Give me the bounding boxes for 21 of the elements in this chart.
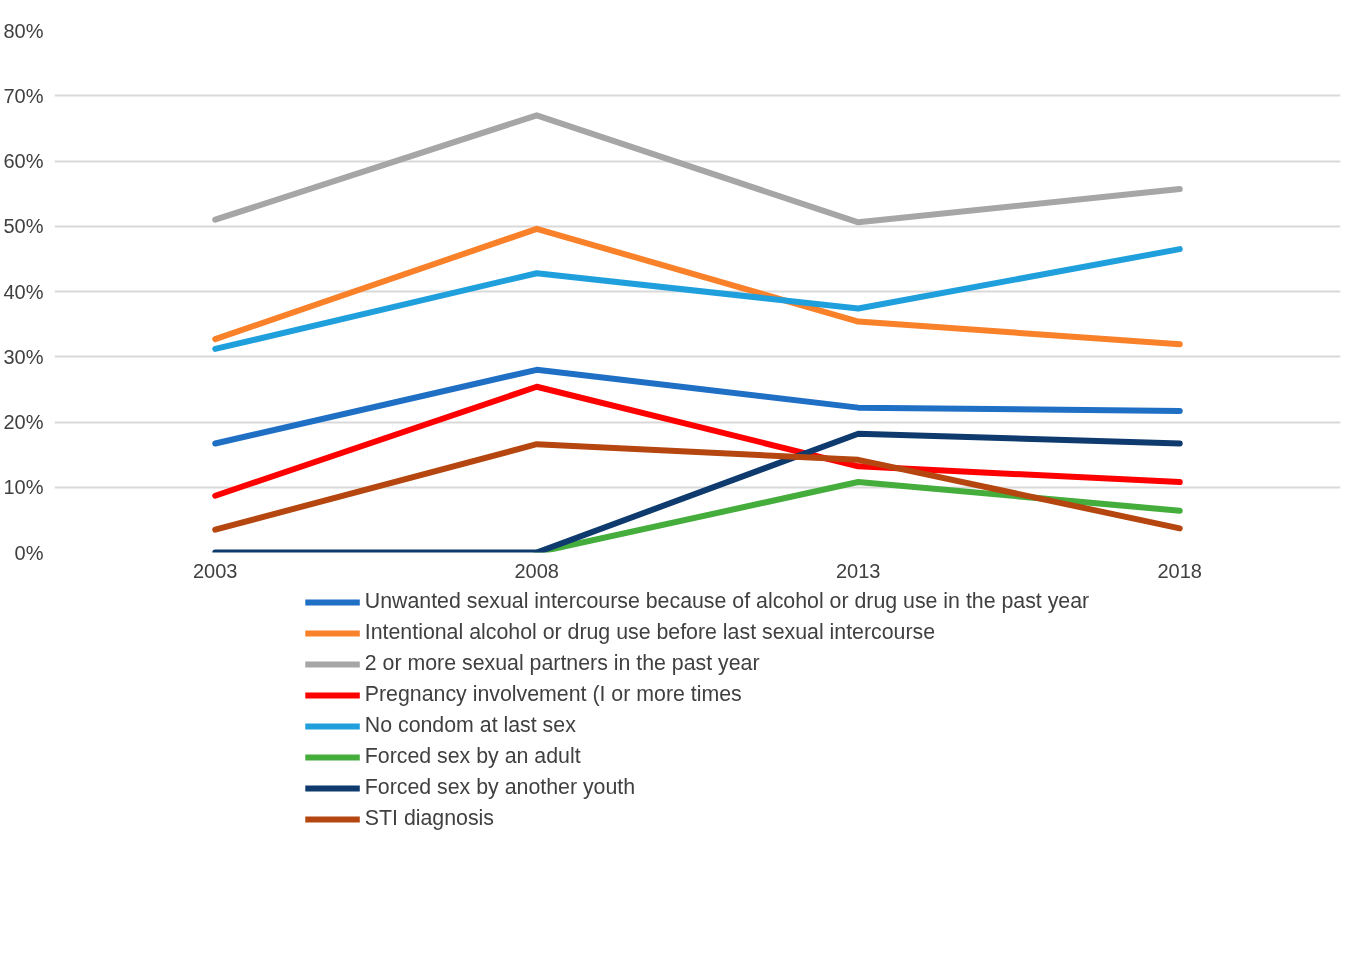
y-tick-label: 60% xyxy=(3,150,44,172)
y-tick-label: 30% xyxy=(3,345,44,368)
y-tick-label: 80% xyxy=(3,19,44,42)
x-tick-label: 2018 xyxy=(1157,559,1202,582)
legend-label: Intentional alcohol or drug use before last sexual intercourse xyxy=(364,620,936,645)
y-tick-label: 10% xyxy=(3,476,44,499)
legend-label: Pregnancy involvement (I or more times xyxy=(364,682,742,707)
legend-label: Unwanted sexual intercourse because of alcohol or drug use in the past year xyxy=(364,589,1090,614)
legend-label: No condom at last sex xyxy=(364,713,576,738)
legend-label: 2 or more sexual partners in the past year xyxy=(364,651,760,676)
y-tick-label: 70% xyxy=(3,84,44,107)
y-tick-label: 20% xyxy=(3,411,44,433)
y-tick-label: 40% xyxy=(3,280,44,303)
legend-label: STI diagnosis xyxy=(364,806,495,831)
y-tick-label: 0% xyxy=(14,541,44,564)
y-tick-label: 50% xyxy=(3,215,44,238)
x-tick-label: 2013 xyxy=(836,559,881,582)
legend-label: Forced sex by an adult xyxy=(364,744,581,769)
x-tick-label: 2003 xyxy=(193,559,238,582)
legend-label: Forced sex by another youth xyxy=(364,775,636,800)
x-tick-label: 2008 xyxy=(514,559,559,582)
